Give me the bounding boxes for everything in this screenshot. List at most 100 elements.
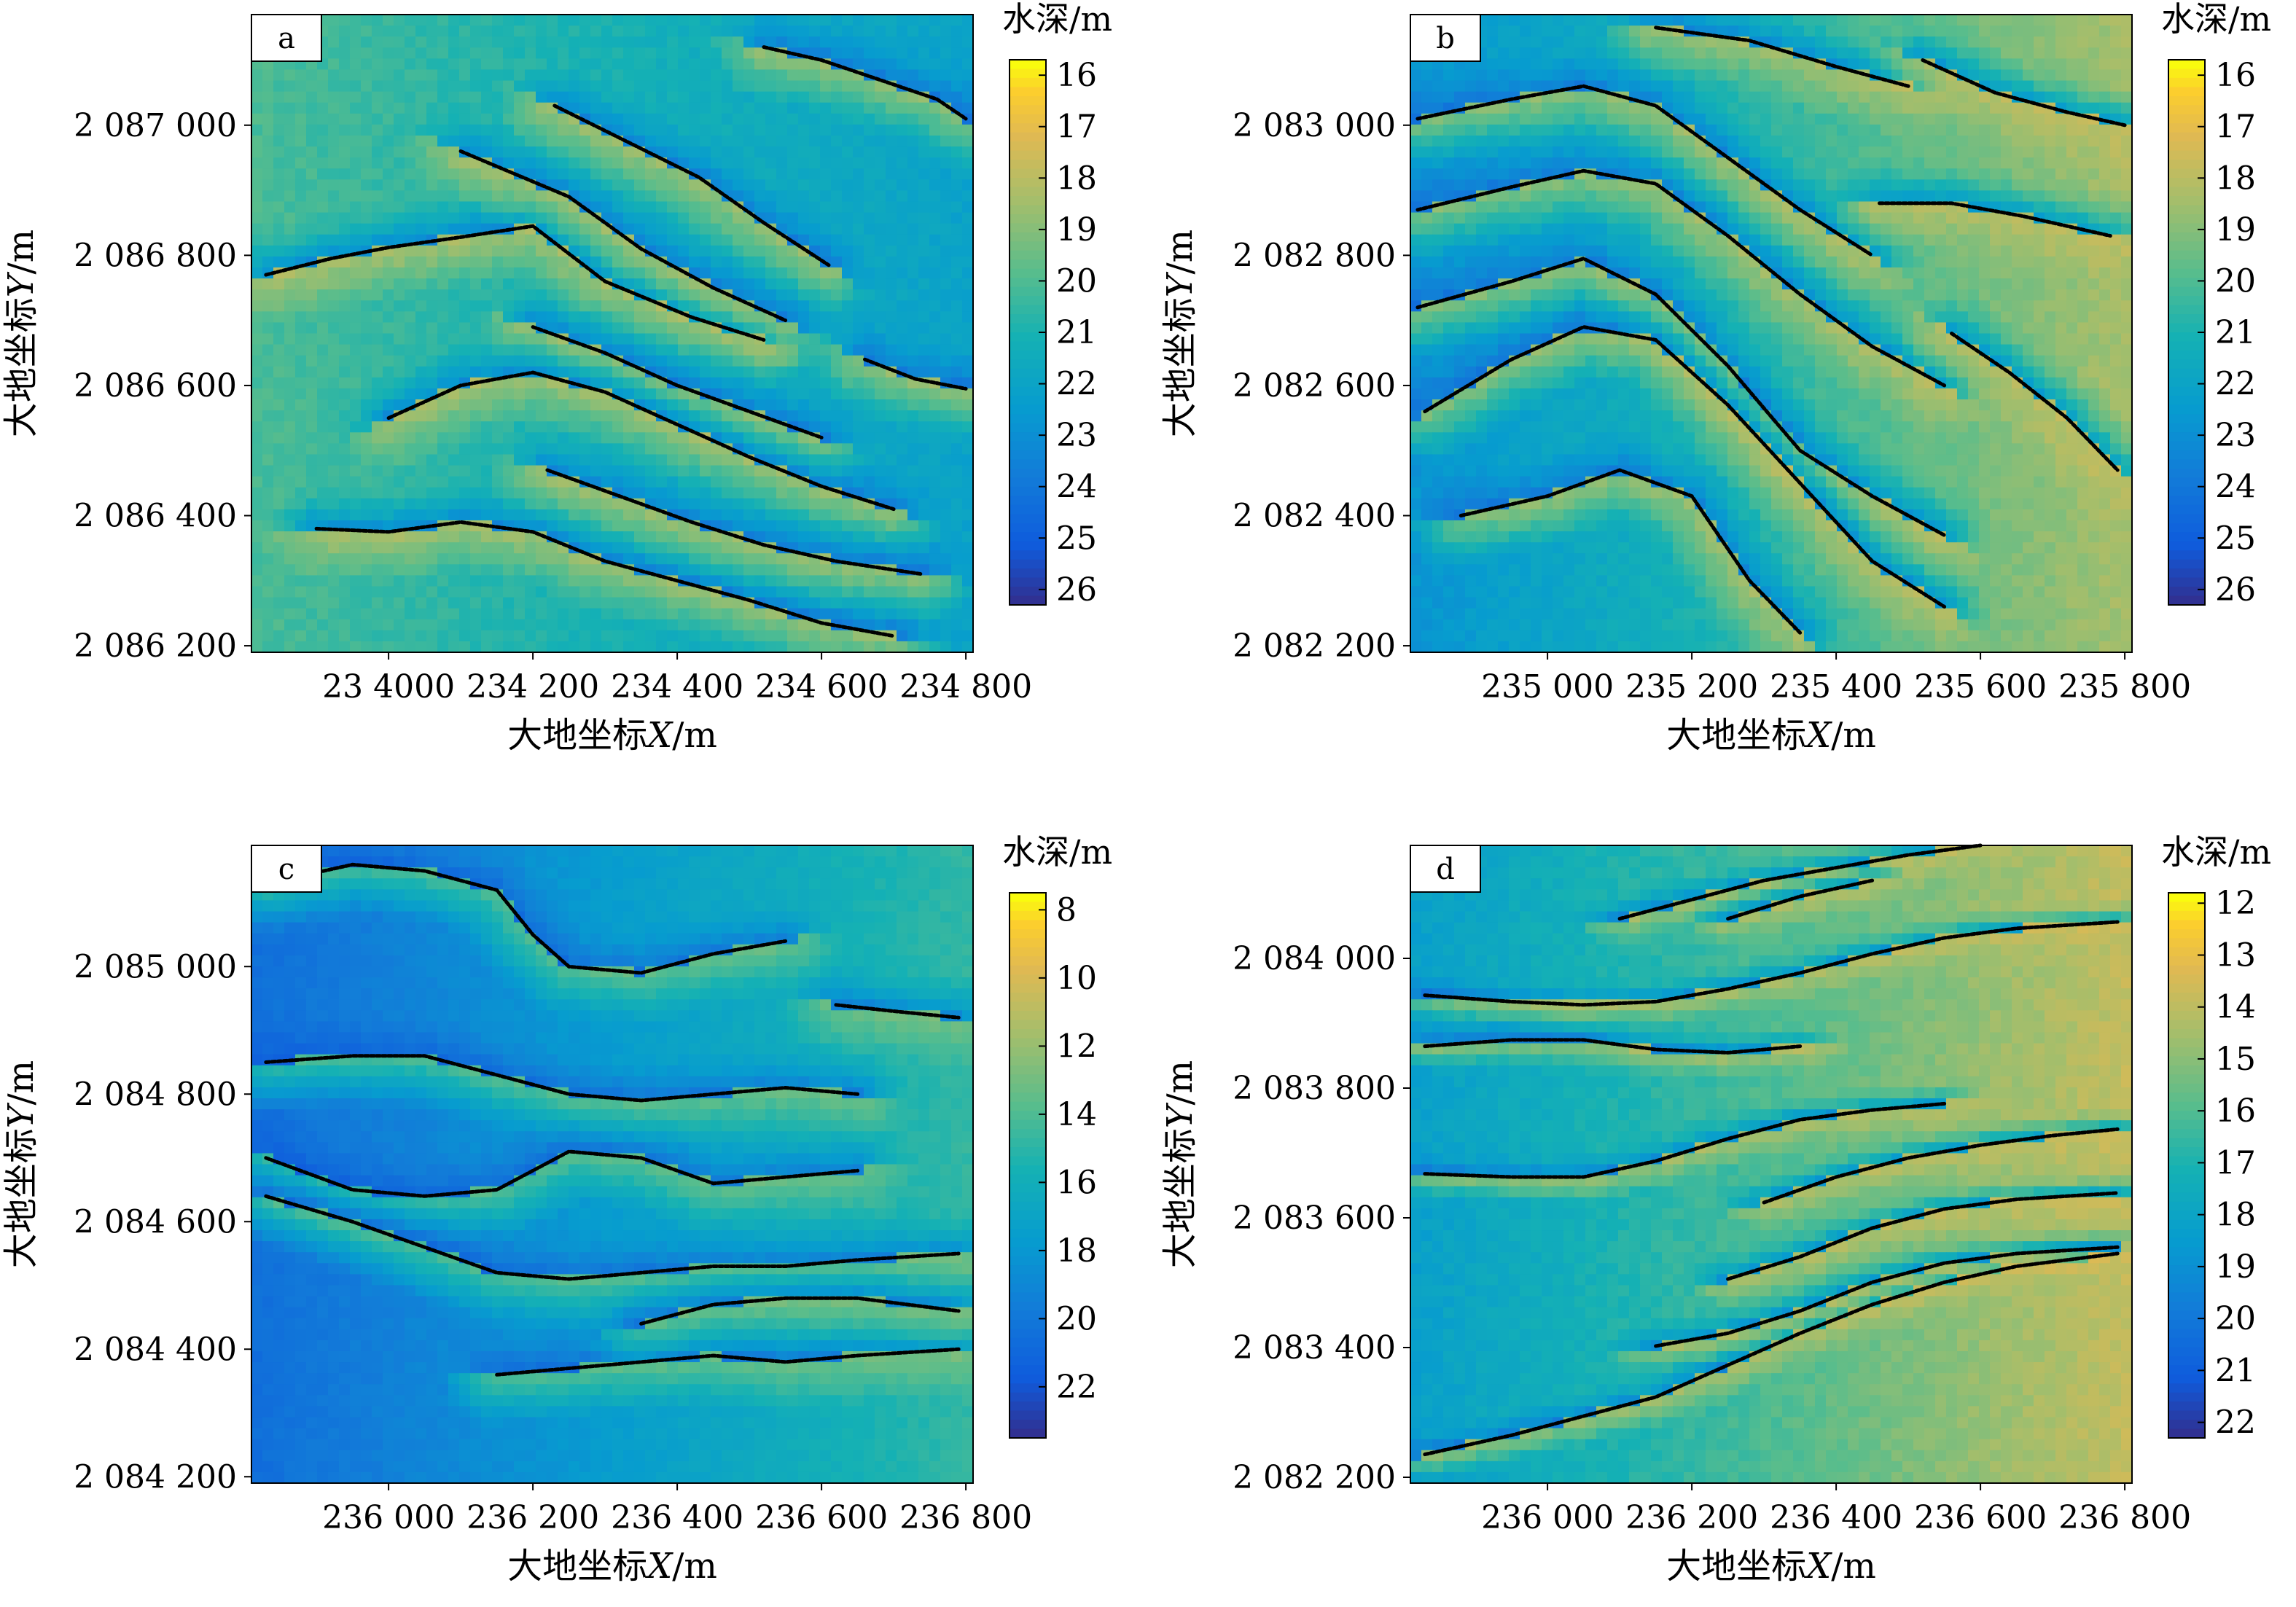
- crest-line-a-7: [458, 149, 788, 323]
- crest-line-d-5: [1423, 1101, 1947, 1179]
- x-axis-title: 大地坐标X/m: [1666, 715, 1876, 756]
- panel-label-box: [251, 845, 322, 893]
- crest-line-c-1: [264, 862, 788, 975]
- colorbar-tick-label: 22: [1056, 366, 1097, 403]
- crest-line-c-2: [264, 1054, 860, 1103]
- colorbar-tick-label: 22: [2215, 366, 2256, 403]
- colorbar-tick-label: 16: [2215, 57, 2256, 94]
- y-axis-title: 大地坐标Y/m: [1, 1060, 42, 1268]
- colorbar-tick-label: 17: [1056, 109, 1097, 146]
- y-tick-label: 2 085 000: [74, 948, 237, 985]
- crest-line-d-1: [1423, 1251, 2120, 1457]
- colorbar-tick-label: 20: [1056, 1300, 1097, 1337]
- crest-line-b-1: [1416, 84, 1875, 257]
- panel-c: c 236 000 236 200 236 400 236 600 236 800 2 08…: [1, 832, 1112, 1587]
- crest-line-b-5: [1459, 468, 1803, 635]
- panel-label: a: [278, 22, 295, 55]
- colorbar-tick-label: 23: [1056, 417, 1097, 454]
- panel-label: d: [1436, 853, 1455, 886]
- colorbar-tick-label: 12: [2215, 885, 2256, 922]
- y-tick-label: 2 086 400: [74, 498, 237, 535]
- crest-line-a-8: [762, 45, 968, 121]
- y-tick-label: 2 083 800: [1233, 1070, 1396, 1107]
- plot-frame-b: [1410, 14, 2133, 653]
- panel-label-box: [1410, 845, 1481, 893]
- crest-line-b-8: [1950, 332, 2120, 472]
- depth-heatmap-c: [251, 845, 974, 1484]
- y-tick-label: 2 082 200: [1233, 627, 1396, 665]
- colorbar-title: 水深/m: [2161, 832, 2271, 872]
- colorbar-tick-label: 16: [1056, 57, 1097, 94]
- colorbar-tick-label: 16: [1056, 1164, 1097, 1201]
- crest-line-a-4: [314, 520, 896, 638]
- x-axis-title: 大地坐标X/m: [507, 1546, 717, 1587]
- crest-line-c-5: [495, 1347, 961, 1377]
- panel-label: b: [1436, 22, 1455, 55]
- panel-label-box: [251, 14, 322, 62]
- colorbar-tick-label: 26: [2215, 571, 2256, 609]
- crest-line-a-6: [552, 103, 831, 267]
- crest-line-b-9: [1921, 58, 2127, 128]
- colorbar-tick-label: 13: [2215, 937, 2256, 974]
- colorbar-tick-label: 19: [2215, 1248, 2256, 1286]
- depth-heatmap-d: [1410, 845, 2133, 1484]
- panel-b: b 235 000 235 200 235 400 235 600 235 800 2 08…: [1160, 0, 2271, 756]
- crest-line-c-7: [834, 1003, 961, 1020]
- colorbar-tick-label: 25: [1056, 520, 1097, 557]
- colorbar-tick-label: 10: [1056, 960, 1097, 997]
- x-tick-label: 236 000: [1481, 1499, 1614, 1536]
- x-tick-label: 236 200: [466, 1499, 599, 1536]
- x-tick-label: 235 400: [1770, 668, 1902, 705]
- crest-line-b-3: [1416, 257, 1947, 537]
- depth-heatmap-b: [1410, 15, 2133, 653]
- x-tick-label: 234 800: [899, 668, 1032, 705]
- colorbar-tick-label: 25: [2215, 520, 2256, 557]
- colorbar-tick-label: 19: [2215, 211, 2256, 249]
- crest-line-a-9: [863, 357, 968, 391]
- y-tick-label: 2 084 800: [74, 1076, 237, 1113]
- colorbar-tick-label: 16: [2215, 1092, 2256, 1130]
- y-tick-label: 2 083 600: [1233, 1200, 1396, 1237]
- crest-line-d-4: [1762, 1127, 2120, 1205]
- x-axis-title: 大地坐标X/m: [1666, 1546, 1876, 1587]
- crest-line-d-6: [1423, 1038, 1803, 1055]
- x-tick-label: 236 600: [1914, 1499, 2047, 1536]
- crest-line-a-3: [386, 370, 896, 512]
- y-tick-label: 2 083 400: [1233, 1329, 1396, 1366]
- colorbar-tick-label: 20: [2215, 1300, 2256, 1337]
- crest-line-a-2: [531, 325, 824, 439]
- y-tick-label: 2 084 200: [74, 1458, 237, 1495]
- panel-d: d 236 000 236 200 236 400 236 600 236 800 2 08…: [1160, 832, 2271, 1587]
- y-axis-title: 大地坐标Y/m: [1, 230, 42, 437]
- colorbar-tick-label: 14: [2215, 989, 2256, 1026]
- colorbar-title: 水深/m: [1002, 0, 1112, 39]
- y-tick-label: 2 086 200: [74, 627, 237, 665]
- crest-line-c-4: [264, 1194, 961, 1281]
- crest-line-b-2: [1416, 168, 1947, 388]
- y-tick-label: 2 082 200: [1233, 1459, 1396, 1496]
- crest-line-b-6: [1654, 26, 1910, 88]
- x-tick-label: 235 600: [1914, 668, 2047, 705]
- colorbar-tick-label: 18: [2215, 160, 2256, 197]
- colorbar-tick-label: 18: [1056, 1232, 1097, 1270]
- colorbar-tick-label: 19: [1056, 211, 1097, 249]
- plot-frame-d: [1410, 845, 2133, 1484]
- x-tick-label: 236 000: [322, 1499, 455, 1536]
- crest-line-d-2: [1654, 1245, 2120, 1348]
- crest-line-d-3: [1726, 1191, 2120, 1281]
- colorbar-tick-label: 14: [1056, 1096, 1097, 1133]
- colorbar-tick-label: 20: [1056, 262, 1097, 300]
- x-tick-label: 234 200: [466, 668, 599, 705]
- x-tick-label: 236 400: [1770, 1499, 1902, 1536]
- x-tick-label: 235 800: [2058, 668, 2191, 705]
- x-tick-label: 236 200: [1625, 1499, 1758, 1536]
- panel-label: c: [278, 853, 294, 886]
- y-tick-label: 2 086 600: [74, 367, 237, 404]
- x-tick-label: 235 000: [1481, 668, 1614, 705]
- y-tick-label: 2 082 800: [1233, 237, 1396, 274]
- colorbar-tick-label: 21: [2215, 314, 2256, 351]
- crest-line-c-3: [264, 1149, 860, 1198]
- colorbar-title: 水深/m: [2161, 0, 2271, 39]
- crest-line-d-7: [1423, 920, 2120, 1007]
- colorbar-tick-label: 21: [1056, 314, 1097, 351]
